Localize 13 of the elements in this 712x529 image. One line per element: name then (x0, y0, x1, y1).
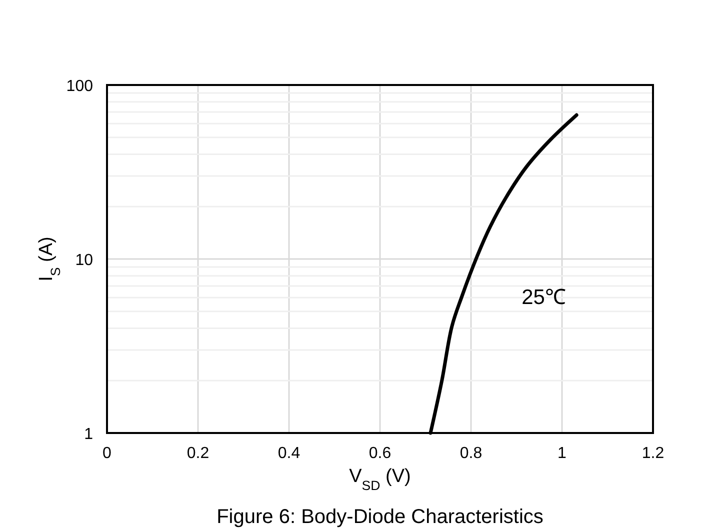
x-tick-label: 0.2 (186, 445, 210, 462)
text: Figure 6: Body-Diode Characteristics (216, 506, 544, 528)
y-tick-label: 100 (66, 78, 94, 95)
x-tick-label: 0.8 (460, 445, 482, 462)
y-tick-label: 10 (75, 252, 94, 269)
x-tick-label: 0.4 (278, 445, 300, 462)
x-tick-label: 0.6 (368, 445, 392, 462)
x-tick-label: 1 (558, 445, 567, 462)
x-tick-label: 0 (102, 445, 112, 462)
x-tick-label: 1.2 (642, 445, 664, 462)
y-tick-label: 1 (84, 426, 94, 443)
annotation: 25℃ (522, 286, 566, 310)
x-axis-title: V$_{SD}$ (V) (349, 466, 411, 492)
